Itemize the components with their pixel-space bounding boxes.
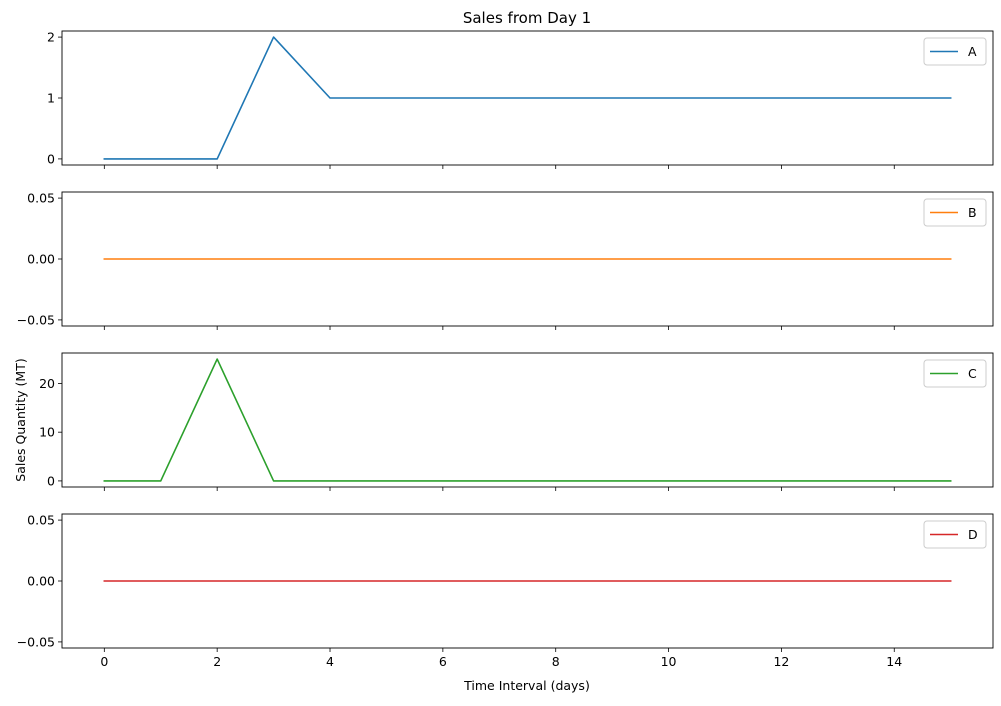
legend-label: C: [968, 366, 977, 381]
legend: D: [923, 520, 987, 549]
y-tick-label: 10: [39, 425, 55, 440]
x-axis-label: Time Interval (days): [463, 678, 590, 693]
y-tick-label: 0.05: [27, 191, 55, 206]
y-tick-label: −0.05: [17, 634, 55, 649]
x-tick-label: 6: [439, 654, 447, 669]
axes-frame: [61, 513, 994, 649]
chart-title: Sales from Day 1: [463, 9, 591, 27]
legend: A: [923, 37, 987, 66]
y-tick-label: 0.00: [27, 574, 55, 589]
x-tick-label: 10: [661, 654, 677, 669]
y-tick-label: 2: [47, 30, 55, 45]
y-tick-label: 0.00: [27, 252, 55, 267]
y-tick-label: 0: [47, 151, 55, 166]
y-tick-label: 0: [47, 473, 55, 488]
axes-frame: [61, 352, 994, 488]
axes-frame: [61, 30, 994, 166]
legend-label: B: [968, 205, 977, 220]
subplot-3: 0 10 20 C: [39, 352, 994, 491]
x-tick-label: 2: [213, 654, 221, 669]
subplot-1: 0 1 2 A: [47, 30, 994, 169]
x-tick-label: 8: [552, 654, 560, 669]
series-line-C: [103, 358, 952, 482]
series-line-A: [103, 36, 952, 160]
y-tick-label: 20: [39, 376, 55, 391]
axes-frame: [61, 191, 994, 327]
legend-label: A: [968, 44, 977, 59]
x-tick-label: 14: [886, 654, 902, 669]
subplot-4: −0.05 0.00 0.05 0 2 4 6 8 10 12 14 D: [17, 513, 994, 669]
x-tick-label: 12: [773, 654, 789, 669]
legend: B: [923, 198, 987, 227]
legend: C: [923, 359, 987, 388]
y-tick-label: 1: [47, 91, 55, 106]
legend-label: D: [968, 527, 978, 542]
y-tick-label: 0.05: [27, 513, 55, 528]
x-tick-label: 0: [100, 654, 108, 669]
y-tick-label: −0.05: [17, 312, 55, 327]
x-tick-label: 4: [326, 654, 334, 669]
subplot-2: −0.05 0.00 0.05 B: [17, 191, 994, 330]
y-axis-label: Sales Quantity (MT): [13, 358, 28, 481]
